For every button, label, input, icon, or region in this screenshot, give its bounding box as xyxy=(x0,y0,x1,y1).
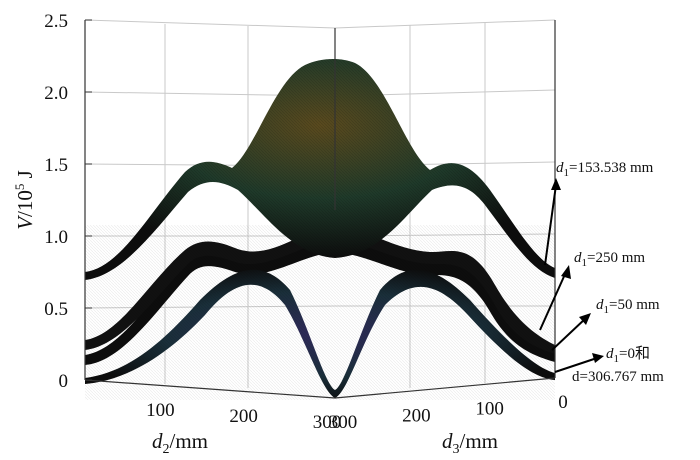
d2-tick-0: 100 xyxy=(146,400,175,421)
d3-tick-3: 0 xyxy=(558,392,568,413)
z-tick-1: 0.5 xyxy=(44,299,68,320)
d3-tick-2: 100 xyxy=(475,399,504,420)
z-axis-label: V/105 J xyxy=(12,170,37,230)
d3-tick-0: 300 xyxy=(329,412,358,433)
z-tick-2: 1.0 xyxy=(44,227,68,248)
z-tick-5: 2.5 xyxy=(44,11,68,32)
z-axis-ticks: 0 0.5 1.0 1.5 2.0 2.5 xyxy=(44,11,92,392)
annotation-d-306: d=306.767 mm xyxy=(572,369,664,385)
d2-axis-label: d2/mm xyxy=(152,429,208,457)
d2-tick-1: 200 xyxy=(229,406,258,427)
z-tick-0: 0 xyxy=(59,371,69,392)
d2-tick-2: 300 xyxy=(313,412,342,433)
d3-axis-ticks: 300 200 100 0 xyxy=(329,392,568,433)
z-tick-3: 1.5 xyxy=(44,155,68,176)
z-tick-4: 2.0 xyxy=(44,83,68,104)
surface-top xyxy=(85,59,555,280)
annotation-arrows xyxy=(539,178,604,373)
annotation-d1-250: d1=250 mm xyxy=(574,250,645,269)
surface-low xyxy=(85,225,555,400)
annotation-d1-50: d1=50 mm xyxy=(596,297,660,316)
d2-axis-ticks: 100 200 300 xyxy=(146,400,341,433)
d3-axis-label: d3/mm xyxy=(442,429,498,457)
d3-tick-1: 200 xyxy=(402,405,431,426)
annotation-d1-153: d1=153.538 mm xyxy=(556,160,654,179)
annotation-d1-0: d1=0和 xyxy=(606,345,650,365)
